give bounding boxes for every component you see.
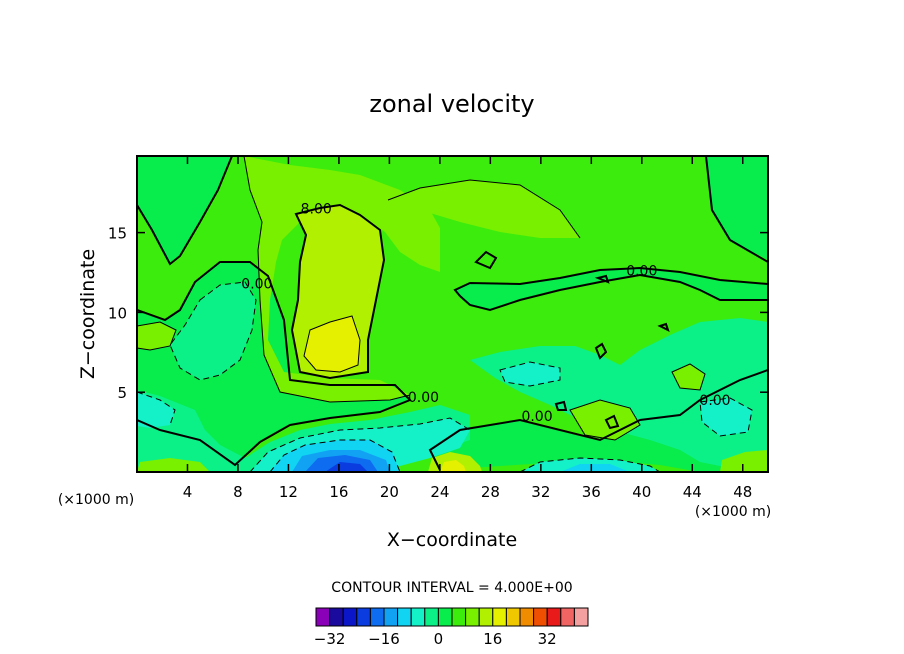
colorbar-swatch [410,607,426,627]
contour-zero-right [453,266,768,312]
band-pos-leftmid [137,322,176,350]
band-12-16-core [304,316,360,372]
band-pos-bottomleft [137,458,210,472]
colorbar-swatch [573,607,589,627]
x-tick-label: 16 [329,483,348,501]
colorbar-swatch [546,607,562,627]
band-neg-12-8-bottomright [560,464,630,472]
contour-neg-right [499,361,753,472]
y-axis-label: Z−coordinate [77,249,99,379]
colorbar-swatch [478,607,494,627]
x-tick-label: 24 [430,483,449,501]
band-pos-island-48 [720,450,768,472]
colorbar-swatch [505,607,521,627]
contour-small-loops [554,274,670,430]
band-neg-24-20-bottom [325,462,368,472]
band-8-12-top [388,180,580,238]
colorbar-swatch [492,607,507,627]
x-tick-label: 36 [582,483,601,501]
contour-pos-islands [137,321,706,441]
plot-frame [136,155,769,473]
x-tick-label: 40 [632,483,651,501]
colorbar-swatch [356,607,371,627]
colorbar-tick-label: 16 [483,630,502,648]
x-tick-label: 4 [183,483,193,501]
x-tick-label: 28 [481,483,500,501]
colorbar-tick-label: −16 [368,630,400,648]
contour-zero-left [137,261,412,467]
colorbar-tick-label: −32 [314,630,346,648]
contour-zero-upperright [705,156,768,263]
x-axis-label: X−coordinate [387,529,517,551]
x-tick-label: 44 [683,483,702,501]
band-neg-8-4-right [500,362,560,386]
contour-label: 0.00 [241,276,272,292]
contour-eight [243,156,581,403]
x-tick-label: 8 [233,483,243,501]
contour-zero-right-lower [428,369,768,471]
band-pos-bottom-24-core [440,460,466,472]
colorbar-swatch [329,607,344,627]
band-pos-island-44 [672,364,705,390]
contour-label: 0.00 [626,264,657,280]
y-tick-label: 10 [108,304,127,322]
band-neg-4-0-midleft [170,282,256,380]
x-axis-unit-right: (×1000 m) [695,504,771,520]
band-8-12-center [244,156,440,402]
band-neg-8-4-right2 [700,398,752,436]
contour-labels: 8.00 0.00 0.00 0.00 0.00 0.00 [241,201,730,424]
colorbar-swatch [451,607,467,627]
x-tick-label: 48 [733,483,752,501]
contour-lines [137,156,768,472]
contour-label: 0.00 [699,393,730,409]
x-tick-label: 12 [279,483,298,501]
colorbar-tick-label: 32 [538,630,557,648]
plot-area [137,156,768,472]
colorbar-swatch [424,607,439,627]
contour-interval-text: CONTOUR INTERVAL = 4.000E+00 [331,580,572,596]
colorbar-swatch [560,607,575,627]
band-neg-8-4-left [137,392,175,428]
colorbar-swatch [465,607,480,627]
x-axis-unit-left: (×1000 m) [58,492,134,508]
contour-zero-island [474,250,498,270]
contour-label: 0.00 [521,409,552,425]
contour-label: 0.00 [408,390,439,406]
colorbar-swatch [369,607,385,627]
colorbar-swatch [315,607,331,627]
contour-label: 8.00 [301,201,332,217]
colorbar-swatch [437,607,453,627]
band-0-4-left [137,156,232,262]
colorbar-swatch [397,607,412,627]
x-axis-ticks: 4 8 12 16 20 24 28 32 36 40 44 48 [183,156,752,501]
colorbar-tick-labels: −32 −16 0 16 32 [314,630,557,648]
chart-title: zonal velocity [369,90,534,118]
y-tick-label: 15 [108,225,127,243]
contour-neg-eight-bottom [269,439,401,472]
colorbar-swatch [519,607,535,627]
contour-neg-four-bottom [137,391,471,472]
y-tick-label: 5 [117,384,127,402]
contour-eight-labeled [290,203,386,380]
y-axis-ticks: 5 10 15 [108,225,768,402]
colorbar-swatch [533,607,548,627]
x-tick-label: 20 [380,483,399,501]
contour-twelve [303,315,361,373]
contour-neg-four-left [169,281,257,381]
colorbar [315,607,589,627]
colorbar-tick-label: 0 [434,630,444,648]
band-neg-4-0-right [470,318,768,470]
colorbar-swatch [342,607,358,627]
contour-zero-upperleft [137,156,233,266]
colorbar-swatch [383,607,399,627]
x-tick-label: 32 [531,483,550,501]
